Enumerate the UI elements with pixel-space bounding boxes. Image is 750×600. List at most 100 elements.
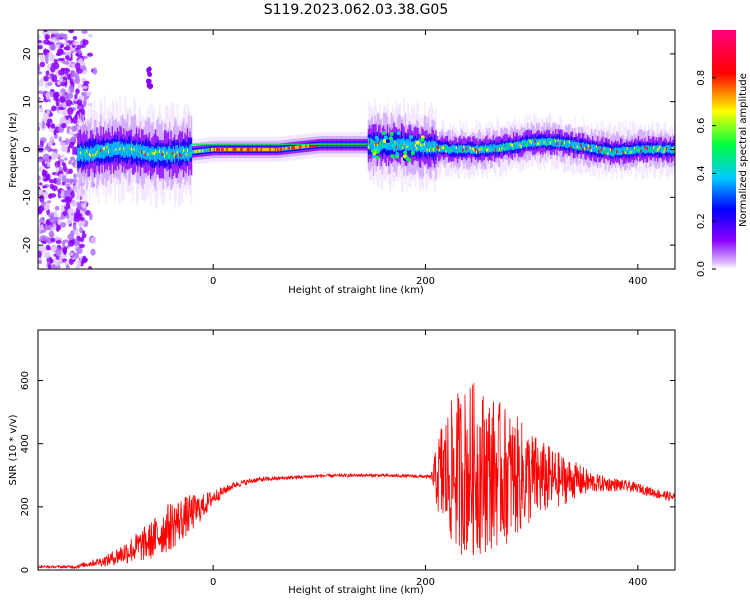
heatmap-core-mark bbox=[128, 146, 130, 150]
heatmap-noise-mark bbox=[66, 128, 70, 134]
heatmap-core-mark bbox=[259, 148, 262, 151]
heatmap-core-mark bbox=[672, 147, 674, 151]
figure-title: S119.2023.062.03.38.G05 bbox=[264, 2, 449, 18]
heatmap-core-mark bbox=[314, 143, 316, 147]
heatmap-noise-mark bbox=[51, 74, 58, 83]
heatmap-band-mark bbox=[163, 146, 166, 161]
heatmap-noise-mark bbox=[67, 92, 74, 100]
heatmap-core-mark bbox=[586, 144, 589, 148]
heatmap-core-mark bbox=[626, 147, 628, 151]
heatmap-band-mark bbox=[184, 147, 186, 162]
heatmap-core-mark bbox=[172, 155, 175, 159]
heatmap-noise-mark bbox=[38, 79, 44, 87]
heatmap-core-mark bbox=[254, 148, 256, 151]
heatmap-core-mark bbox=[486, 148, 488, 152]
heatmap-core-mark bbox=[110, 148, 113, 152]
heatmap-core-mark bbox=[124, 149, 127, 153]
heatmap-core-mark bbox=[541, 139, 543, 143]
heatmap-noise-mark bbox=[65, 214, 70, 219]
heatmap-core-mark bbox=[640, 149, 642, 153]
heatmap-noise-mark bbox=[66, 219, 73, 225]
heatmap-core-mark bbox=[152, 151, 155, 155]
heatmap-core-mark bbox=[292, 146, 295, 150]
spectrogram-ticks: 0 200 400 -20 -10 0 10 20 bbox=[22, 30, 675, 287]
heatmap-band-mark bbox=[492, 143, 495, 151]
heatmap-noise-mark bbox=[70, 190, 75, 199]
heatmap-core-mark bbox=[552, 142, 555, 146]
heatmap-core-mark bbox=[434, 146, 436, 150]
snr-line bbox=[38, 383, 675, 570]
heatmap-band-mark bbox=[455, 145, 458, 153]
heatmap-core-mark bbox=[488, 149, 491, 153]
heatmap-band-mark bbox=[467, 145, 469, 153]
heatmap-band-mark bbox=[169, 146, 171, 160]
heatmap-band-mark bbox=[114, 141, 116, 156]
heatmap-core-mark bbox=[370, 141, 372, 145]
heatmap-core-mark bbox=[507, 145, 510, 149]
heatmap-noise-mark bbox=[46, 108, 51, 115]
heatmap-core-mark bbox=[441, 146, 444, 150]
heatmap-core-mark bbox=[281, 147, 283, 151]
heatmap-core-mark bbox=[580, 144, 583, 148]
heatmap-noise-mark bbox=[50, 212, 55, 218]
heatmap-core-mark bbox=[477, 149, 479, 153]
heatmap-core-mark bbox=[120, 145, 123, 149]
heatmap-core-mark bbox=[189, 152, 191, 156]
heatmap-band-mark bbox=[611, 149, 613, 157]
heatmap-band-mark bbox=[102, 145, 105, 160]
heatmap-core-mark bbox=[315, 143, 318, 147]
heatmap-noise-mark bbox=[46, 163, 51, 167]
heatmap-core-mark bbox=[549, 141, 552, 145]
heatmap-core-mark bbox=[456, 149, 459, 153]
heatmap-band-mark bbox=[660, 145, 663, 153]
heatmap-core-mark bbox=[107, 150, 110, 154]
heatmap-core-mark bbox=[256, 148, 259, 151]
heatmap-core-mark bbox=[591, 144, 594, 148]
heatmap-band-mark bbox=[144, 145, 147, 160]
heatmap-core-mark bbox=[428, 148, 431, 152]
heatmap-core-mark bbox=[654, 146, 657, 150]
heatmap-core-mark bbox=[547, 138, 549, 142]
heatmap-noise-mark bbox=[87, 52, 94, 57]
heatmap-core-mark bbox=[130, 147, 133, 151]
heatmap-noise-mark bbox=[43, 39, 50, 45]
heatmap-burst-mark bbox=[405, 142, 410, 147]
heatmap-core-mark bbox=[203, 149, 206, 153]
heatmap-core-mark bbox=[620, 148, 622, 152]
heatmap-noise-mark bbox=[66, 125, 72, 130]
heatmap-core-mark bbox=[557, 138, 560, 142]
heatmap-core-mark bbox=[631, 150, 634, 154]
heatmap-core-mark bbox=[188, 153, 190, 157]
heatmap-core-mark bbox=[211, 148, 213, 152]
heatmap-band-mark bbox=[90, 145, 92, 160]
heatmap-core-mark bbox=[230, 148, 232, 151]
heatmap-core-mark bbox=[400, 145, 403, 149]
heatmap-noise-mark bbox=[59, 96, 66, 103]
heatmap-core-mark bbox=[413, 144, 416, 148]
heatmap-core-mark bbox=[612, 152, 614, 156]
heatmap-core-mark bbox=[669, 149, 672, 153]
heatmap-core-mark bbox=[225, 148, 227, 151]
heatmap-core-mark bbox=[649, 149, 651, 153]
heatmap-noise-mark bbox=[46, 225, 52, 231]
heatmap-core-mark bbox=[403, 142, 406, 146]
heatmap-core-mark bbox=[119, 147, 121, 151]
heatmap-noise-mark bbox=[90, 248, 96, 256]
heatmap-core-mark bbox=[195, 149, 198, 153]
heatmap-core-mark bbox=[444, 146, 446, 150]
heatmap-noise-mark bbox=[61, 145, 68, 153]
ytick-label: 600 bbox=[20, 371, 31, 390]
heatmap-core-mark bbox=[101, 149, 104, 153]
heatmap-core-mark bbox=[283, 147, 286, 151]
heatmap-noise-mark bbox=[81, 257, 88, 263]
heatmap-noise-mark bbox=[48, 263, 52, 269]
heatmap-band-mark bbox=[98, 145, 101, 159]
heatmap-noise-mark bbox=[50, 123, 56, 129]
heatmap-band-mark bbox=[128, 143, 130, 157]
heatmap-noise-mark bbox=[40, 235, 47, 242]
heatmap-noise-mark bbox=[38, 45, 43, 50]
heatmap-noise-mark bbox=[50, 233, 54, 239]
heatmap-noise-mark bbox=[67, 208, 74, 215]
heatmap-core-mark bbox=[437, 146, 440, 150]
heatmap-band-mark bbox=[123, 144, 125, 158]
